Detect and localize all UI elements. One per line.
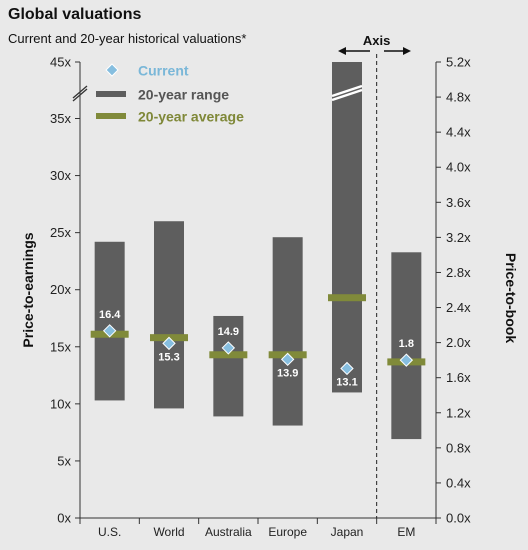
y2-tick-label: 0.8x [446,440,471,455]
y2-tick-label: 1.6x [446,370,471,385]
legend-average-icon [96,113,126,119]
y-tick-label: 30x [50,168,71,183]
y-tick-label: 10x [50,396,71,411]
y2-tick-label: 1.2x [446,405,471,420]
y2-axis-title: Price-to-book [503,253,519,343]
range-bar [332,62,362,393]
range-bar [94,241,125,401]
category-label: U.S. [98,525,121,539]
y2-tick-label: 0.0x [446,511,471,526]
y-tick-label: 15x [50,339,71,354]
category-label: Australia [205,525,252,539]
y2-tick-label: 5.2x [446,55,471,70]
arrow-left-icon [338,47,346,55]
y-axis-title: Price-to-earnings [20,232,36,347]
y-tick-label: 35x [50,111,71,126]
axis-break-mark [72,88,88,102]
current-marker [280,352,295,367]
legend-average-label: 20-year average [138,109,244,125]
range-bar [154,221,184,409]
legend-current-icon [105,63,119,77]
data-label: 1.8 [399,338,414,350]
y2-tick-label: 4.8x [446,90,471,105]
range-bar [272,237,303,426]
data-label: 13.9 [277,367,298,379]
axis-switch-label: Axis [363,33,390,48]
y-tick-label: 25x [50,225,71,240]
current-marker [340,361,354,376]
y2-tick-label: 4.0x [446,160,471,175]
chart-subtitle: Current and 20-year historical valuation… [8,31,247,46]
y2-tick-label: 4.4x [446,125,471,140]
y2-tick-label: 2.8x [446,265,471,280]
current-marker [102,324,117,338]
average-marker [209,351,248,359]
legend-range-icon [96,91,126,97]
range-bar [391,252,422,440]
category-label: Europe [268,525,307,539]
category-label: EM [397,525,415,539]
legend-current-label: Current [138,63,189,79]
data-label: 16.4 [99,309,121,321]
axis-break-mark [72,85,88,99]
arrow-right-icon [403,47,411,55]
y2-tick-label: 0.4x [446,475,471,490]
current-marker [162,336,176,351]
y-tick-label: 20x [50,282,71,297]
bar-break-mark [331,88,363,102]
y-tick-label: 5x [57,453,71,468]
data-label: 15.3 [158,351,179,363]
category-label: World [153,525,184,539]
y2-tick-label: 2.4x [446,300,471,315]
range-bar [213,315,244,417]
data-label: 14.9 [218,326,239,338]
chart-title: Global valuations [8,6,142,23]
y2-tick-label: 3.2x [446,230,471,245]
y-tick-label: 45x [50,55,71,70]
y2-tick-label: 2.0x [446,335,471,350]
current-marker [221,341,236,355]
category-label: Japan [331,525,364,539]
y-tick-label: 0x [57,511,71,526]
y2-tick-label: 3.6x [446,195,471,210]
data-label: 13.1 [336,376,357,388]
average-marker [328,294,366,302]
current-marker [399,353,414,367]
bar-break-mark [331,84,363,98]
legend-range-label: 20-year range [138,87,229,103]
